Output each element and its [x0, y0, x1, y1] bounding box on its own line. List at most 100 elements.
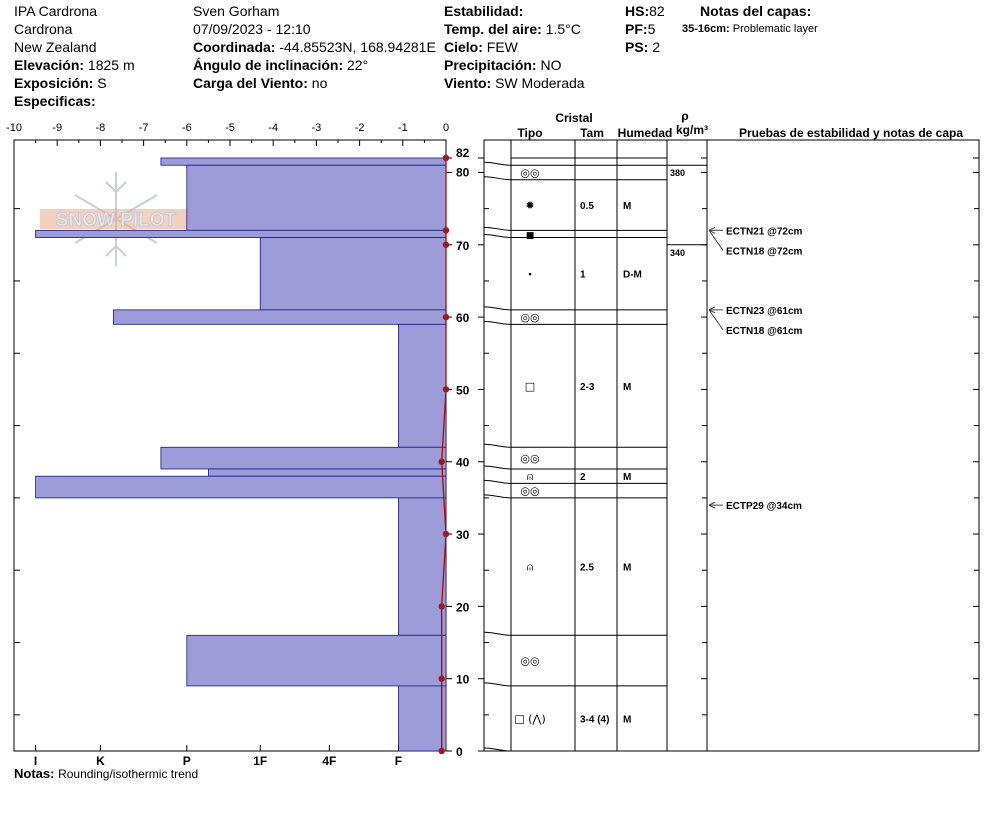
hardness-bar: [112, 309, 447, 325]
aspect-row: Exposición: S: [14, 75, 107, 91]
hardness-tick-label: F: [395, 754, 402, 768]
ps-row: PS: 2: [625, 39, 660, 55]
type-header: Tipo: [517, 126, 542, 140]
hs-row: HS:82: [625, 3, 665, 19]
wind-value: SW Moderada: [495, 75, 585, 91]
hardness-bar: [186, 164, 447, 231]
hardness-tick-label: P: [183, 754, 191, 768]
crystal-size: 0.5: [580, 201, 594, 212]
ps-value: 2: [652, 39, 661, 55]
temp-point: [442, 241, 450, 248]
pf-label: PF:: [625, 21, 648, 37]
incline-row: Ángulo de inclinación: 22°: [193, 57, 368, 73]
layer-connector: [483, 747, 512, 752]
hs-label: HS:: [625, 3, 650, 19]
windload-value: no: [311, 75, 328, 91]
crystal-size: 2-3: [580, 382, 595, 393]
elevation-row: Elevación: 1825 m: [14, 57, 135, 73]
notes-text: Rounding/isothermic trend: [58, 767, 199, 781]
watermark-band: [40, 209, 192, 229]
stability-row: Estabilidad:: [444, 3, 523, 19]
temperature-axis: -10 -9 -8 -7 -6 -5 -4 -3 -2 -1 0: [6, 122, 449, 146]
layer-connector: [483, 226, 512, 231]
moisture-value: M: [623, 472, 631, 483]
density-cells: 380 340: [667, 164, 707, 258]
temp-tick-label: -3: [312, 122, 322, 134]
height-tick-label: 80: [456, 165, 470, 179]
snowpilot-watermark: SNOW PILOT: [40, 172, 192, 266]
aspect-value: S: [97, 75, 107, 91]
watermark-text: SNOW PILOT: [56, 210, 177, 231]
moisture-value: M: [623, 201, 631, 212]
moisture-value: M: [623, 563, 631, 574]
temp-tick-label: -1: [398, 122, 408, 134]
crystal-type-icon: ■: [526, 231, 535, 241]
pf-value: 5: [647, 21, 656, 37]
crystal-type-icon: •: [527, 271, 532, 281]
precip-row: Precipitación: NO: [444, 57, 561, 73]
temp-point: [442, 313, 450, 321]
layer-connector: [483, 161, 512, 166]
crystal-type-icon: ◎◎: [520, 166, 539, 179]
observation-datetime: 07/09/2023 - 12:10: [193, 21, 311, 37]
density-unit-header: kg/m³: [676, 123, 708, 137]
layer-connector: [483, 682, 512, 687]
coords-value: -44.85523N, 168.94281E: [279, 39, 436, 55]
ps-label: PS:: [625, 39, 649, 55]
elevation-value: 1825 m: [87, 57, 135, 73]
size-header: Tam: [580, 126, 604, 140]
layer-connector: [483, 176, 512, 181]
sky-value: FEW: [486, 39, 518, 55]
hardness-tick-label: 1F: [253, 754, 267, 768]
temp-tick-label: -10: [6, 122, 22, 134]
hardness-bar: [398, 497, 447, 636]
crystal-type-icon: ◎◎: [520, 485, 539, 498]
country-name: New Zealand: [14, 39, 97, 55]
hardness-bar: [35, 229, 447, 238]
location-name: IPA Cardrona: [14, 3, 98, 19]
moisture-header: Humedad: [618, 126, 673, 140]
temp-point: [438, 675, 445, 682]
temp-point: [442, 386, 450, 393]
crystal-size: 2: [580, 472, 586, 483]
test-arrowhead: [708, 501, 716, 509]
crystal-type-icon: □ (⋀): [514, 712, 546, 725]
layer-note: 35-16cm: Problematic layer: [682, 23, 818, 35]
stability-test-label: ECTN23 @61cm: [726, 306, 803, 317]
area-name: Cardrona: [14, 21, 73, 37]
layer-table: [483, 139, 980, 752]
test-arrowhead: [708, 226, 716, 234]
layer-connector: [483, 479, 512, 484]
table-headers: Cristal Tipo Tam Humedad ρ kg/m³ Pruebas…: [517, 109, 963, 140]
height-tick-label: 40: [456, 456, 470, 470]
layer-notes-title: Notas del capas:: [700, 3, 812, 19]
airtemp-label: Temp. del aire:: [444, 21, 542, 37]
layer-connector: [483, 306, 512, 311]
coords-label: Coordinada:: [193, 39, 276, 55]
layer-note-range: 35-16cm:: [682, 23, 730, 35]
hardness-tick-label: 4F: [322, 754, 336, 768]
hardness-bar: [207, 468, 447, 477]
windload-label: Carga del Viento:: [193, 75, 308, 91]
tests-header: Pruebas de estabilidad y notas de capa: [739, 126, 963, 140]
crystal-header: Cristal: [555, 111, 592, 125]
crystal-size: 2.5: [580, 563, 594, 574]
temp-tick-label: 0: [443, 122, 449, 134]
temp-point: [438, 603, 445, 610]
pf-row: PF:5: [625, 21, 655, 37]
temperature-profile: [438, 154, 450, 755]
airtemp-value: 1.5°C: [545, 21, 581, 37]
height-tick-label: 50: [456, 383, 470, 397]
temp-tick-label: -6: [182, 122, 192, 134]
hardness-tick-label: I: [34, 754, 37, 768]
observer-name: Sven Gorham: [193, 3, 280, 19]
windload-row: Carga del Viento: no: [193, 75, 327, 91]
hardness-tick-label: K: [96, 754, 105, 768]
specifics-label: Especificas:: [14, 93, 96, 109]
hardness-bar: [35, 475, 447, 499]
temp-tick-label: -8: [96, 122, 106, 134]
hardness-bar: [259, 237, 447, 311]
crystal-type-icon: ✹: [525, 199, 534, 212]
hardness-axis: I K P 1F 4F F: [34, 745, 402, 768]
